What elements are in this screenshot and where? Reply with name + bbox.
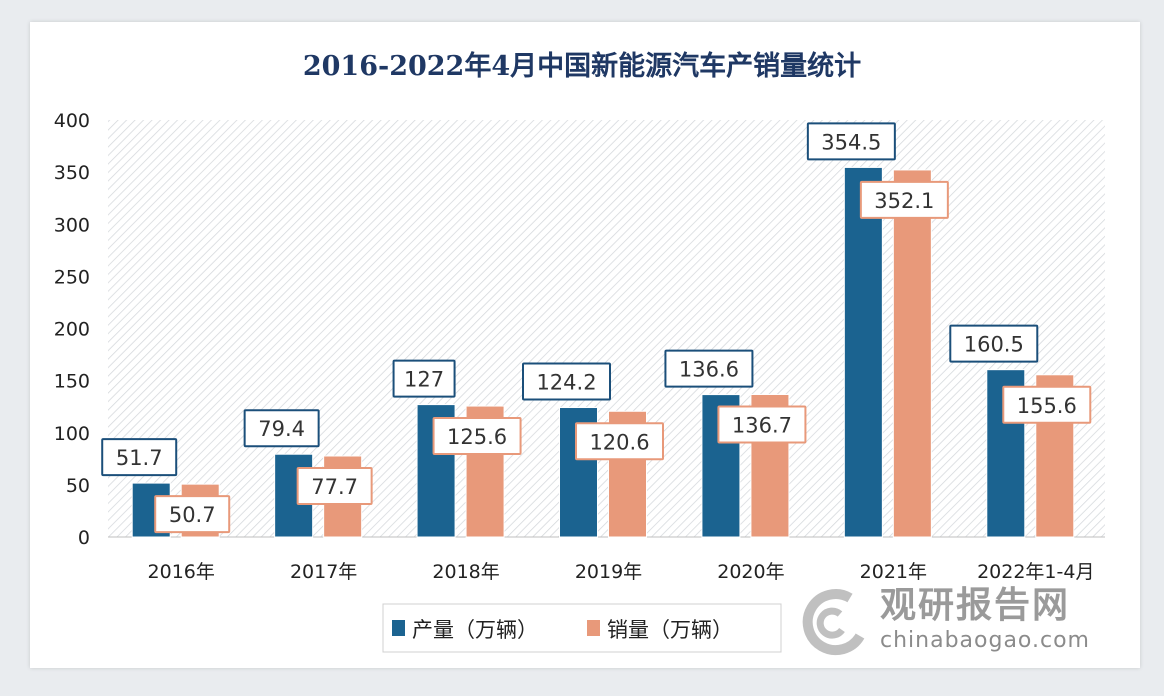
x-tick-label: 2017年 xyxy=(290,561,357,583)
x-tick-label: 2016年 xyxy=(148,561,215,583)
legend-label: 销量（万辆） xyxy=(607,618,733,642)
data-label: 127 xyxy=(404,368,444,392)
data-label-box xyxy=(859,180,949,219)
x-tick-label: 2021年 xyxy=(860,561,927,583)
data-label-box xyxy=(717,405,807,444)
data-label-box xyxy=(432,417,522,456)
x-tick-label: 2018年 xyxy=(432,561,499,583)
y-tick-label: 0 xyxy=(78,527,90,549)
x-tick-label: 2019年 xyxy=(575,561,642,583)
chart-title: 2016-2022年4月中国新能源汽车产销量统计 xyxy=(302,51,862,82)
data-label-box xyxy=(806,122,896,161)
data-label: 77.7 xyxy=(311,475,358,499)
data-label-box xyxy=(296,466,373,505)
data-label: 125.6 xyxy=(447,425,507,449)
data-label: 136.7 xyxy=(732,413,792,437)
x-tick-label: 2022年1-4月 xyxy=(977,561,1094,583)
y-tick-label: 50 xyxy=(66,475,90,497)
watermark-text: 观研报告网 xyxy=(880,585,1071,626)
data-label: 155.6 xyxy=(1017,394,1077,418)
data-label-box xyxy=(575,422,664,461)
legend-swatch xyxy=(587,620,600,636)
data-label: 124.2 xyxy=(536,371,596,395)
y-tick-label: 400 xyxy=(54,110,90,132)
data-label: 120.6 xyxy=(589,430,649,454)
y-tick-label: 250 xyxy=(54,266,90,288)
y-tick-label: 150 xyxy=(54,371,90,393)
data-label-box xyxy=(243,409,320,448)
y-tick-label: 350 xyxy=(54,162,90,184)
bar-sales xyxy=(892,169,932,538)
x-tick-label: 2020年 xyxy=(717,561,784,583)
y-tick-label: 200 xyxy=(54,319,90,341)
bar-production xyxy=(843,166,883,538)
data-label-box xyxy=(949,324,1039,363)
data-label-box xyxy=(664,349,754,388)
legend-swatch xyxy=(392,620,405,636)
legend xyxy=(382,603,782,653)
data-label-box xyxy=(392,359,456,398)
data-label: 352.1 xyxy=(874,189,934,213)
y-tick-label: 100 xyxy=(54,423,90,445)
data-label-box xyxy=(1002,385,1092,424)
data-label: 136.6 xyxy=(679,358,739,382)
data-label: 51.7 xyxy=(116,446,163,470)
data-label: 354.5 xyxy=(821,130,881,154)
data-label: 160.5 xyxy=(964,333,1024,357)
watermark-url: chinabaogao.com xyxy=(880,628,1090,653)
data-label-box xyxy=(522,362,611,401)
y-tick-label: 300 xyxy=(54,214,90,236)
data-label-box xyxy=(154,495,231,534)
data-label: 50.7 xyxy=(169,503,216,527)
data-label-box xyxy=(101,438,178,477)
watermark-logo-icon xyxy=(802,589,865,656)
data-label: 79.4 xyxy=(258,417,305,441)
legend-label: 产量（万辆） xyxy=(412,618,538,642)
